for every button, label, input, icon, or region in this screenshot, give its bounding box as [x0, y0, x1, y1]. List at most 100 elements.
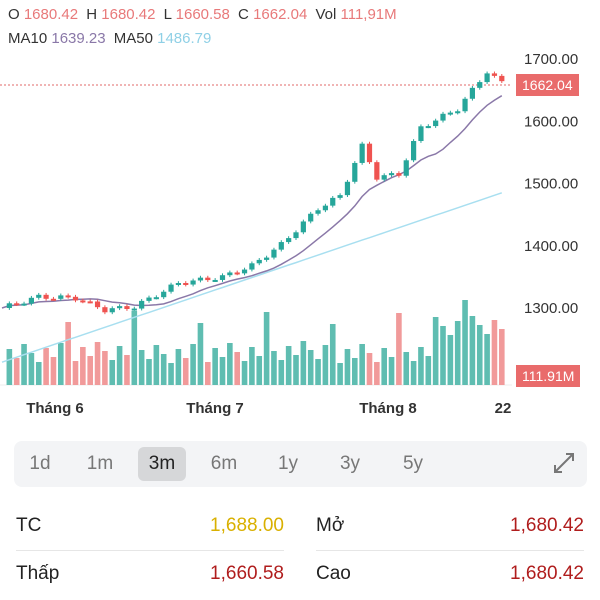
candle-body [271, 249, 277, 258]
candle-body [153, 297, 159, 300]
volume-bar [146, 359, 152, 385]
candle-body [447, 112, 453, 115]
volume-bar [300, 341, 307, 385]
volume-bar [197, 323, 204, 385]
candle-body [227, 272, 233, 276]
close-label: C [238, 6, 249, 23]
low-stat-label: Thấp [16, 563, 60, 584]
candle-body [484, 73, 490, 83]
volume-bar [307, 350, 314, 385]
volume-bar [366, 353, 373, 385]
candle-body [117, 306, 123, 309]
candle-body [58, 295, 64, 299]
candle-body [469, 87, 475, 99]
period-1d[interactable]: 1d [29, 453, 51, 474]
ma10-value: 1639.23 [51, 30, 106, 47]
candle-body [381, 175, 387, 180]
divider [316, 550, 584, 551]
price-tick-label: 1400.00 [524, 238, 578, 255]
volume-bar [13, 358, 20, 385]
volume-bar [322, 345, 329, 385]
candle-body [315, 210, 321, 214]
candle-body [80, 300, 86, 303]
volume-bar [476, 325, 483, 385]
price-chart[interactable]: 1700.00 1600.00 1500.00 1400.00 1300.00 Tháng… [0, 50, 600, 425]
high-value: 1680.42 [101, 6, 156, 23]
ma50-value: 1486.79 [157, 30, 212, 47]
period-6m[interactable]: 6m [210, 453, 238, 474]
candle-body [94, 301, 101, 308]
candle-body [256, 259, 262, 264]
period-3y[interactable]: 3y [339, 453, 361, 474]
candle-body [462, 98, 468, 112]
current-price-tag: 1662.04 [516, 74, 579, 96]
candle-body [396, 173, 402, 176]
price-tick-label: 1300.00 [524, 300, 578, 317]
volume-tag: 111.91M [516, 365, 581, 387]
volume-bar [131, 311, 138, 385]
candle-body [403, 160, 409, 176]
volume-bar [102, 351, 108, 385]
expand-arrows-icon[interactable] [551, 450, 577, 476]
volume-bar [315, 359, 321, 385]
candle-body [124, 306, 130, 309]
open-stat-label: Mở [316, 515, 345, 536]
period-1m[interactable]: 1m [86, 453, 114, 474]
candle-body [109, 308, 115, 313]
low-label: L [163, 6, 172, 23]
volume-bar [285, 346, 292, 385]
volume-bar [278, 360, 285, 385]
volume-bar [263, 312, 270, 385]
candle-body [359, 143, 365, 163]
close-value: 1662.04 [253, 6, 308, 23]
volume-bar [153, 345, 160, 385]
candle-body [278, 242, 284, 250]
period-5y[interactable]: 5y [402, 453, 424, 474]
candle-body [418, 126, 424, 142]
stat-reference: TC 1,688.00 [16, 504, 284, 548]
candle-body [28, 297, 34, 304]
volume-bar [168, 363, 174, 385]
volume-bar [249, 347, 255, 385]
volume-bar [35, 362, 42, 385]
reference-value: 1,688.00 [210, 515, 284, 536]
volume-bar [124, 355, 130, 385]
period-3m[interactable]: 3m [138, 447, 186, 481]
period-1y[interactable]: 1y [277, 453, 299, 474]
high-stat-value: 1,680.42 [510, 563, 584, 584]
candle-body [241, 269, 248, 274]
candle-body [21, 303, 27, 306]
volume-bar [271, 351, 277, 385]
open-value: 1680.42 [23, 6, 79, 23]
candle-body [205, 277, 211, 281]
reference-label: TC [16, 515, 42, 536]
high-stat-label: Cao [316, 563, 351, 584]
volume-bar [175, 349, 182, 385]
ma10-label: MA10 [8, 30, 48, 47]
candle-body [43, 294, 49, 299]
high-label: H [86, 6, 98, 23]
x-axis-label: Tháng 7 [186, 400, 244, 417]
volume-bar [21, 344, 27, 385]
candle-body [322, 205, 328, 211]
stat-open: Mở 1,680.42 [316, 504, 584, 548]
volume-bar [87, 356, 93, 385]
x-axis-label: Tháng 6 [26, 400, 84, 417]
candle-body [36, 294, 42, 298]
candle-body [433, 120, 439, 127]
x-axis-label: 22 [495, 400, 512, 417]
candle-body [388, 173, 395, 176]
volume-value: 111,91M [340, 6, 397, 23]
candle-body [234, 272, 240, 275]
volume-bar [374, 362, 380, 385]
candle-body [190, 280, 196, 285]
volume-bar [116, 346, 123, 385]
volume-bar [491, 320, 498, 385]
volume-label: Vol [315, 6, 337, 23]
candle-body [65, 295, 71, 298]
candle-body [293, 232, 299, 239]
candle-body [146, 297, 152, 301]
candle-body [168, 284, 174, 292]
candle-body [411, 141, 417, 161]
volume-bar [6, 349, 13, 385]
